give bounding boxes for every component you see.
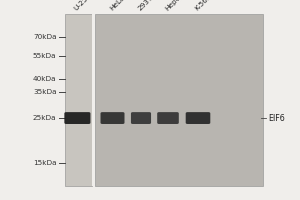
Text: 40kDa: 40kDa [33,76,56,82]
FancyBboxPatch shape [100,112,124,124]
Bar [64,14,92,186]
Bar [92,14,94,186]
FancyBboxPatch shape [64,112,91,124]
Text: HepG2: HepG2 [164,0,186,12]
FancyBboxPatch shape [157,112,179,124]
Text: 55kDa: 55kDa [33,53,56,59]
Text: 70kDa: 70kDa [33,34,56,40]
Text: EIF6: EIF6 [268,114,285,123]
Text: 25kDa: 25kDa [33,115,56,121]
Text: 293T: 293T [137,0,154,12]
Text: HeLa: HeLa [108,0,125,12]
FancyBboxPatch shape [131,112,151,124]
Text: 15kDa: 15kDa [33,160,56,166]
Text: U-251MG: U-251MG [73,0,101,12]
Text: K-562: K-562 [194,0,212,12]
Bar [94,14,262,186]
Text: 35kDa: 35kDa [33,89,56,95]
FancyBboxPatch shape [186,112,210,124]
